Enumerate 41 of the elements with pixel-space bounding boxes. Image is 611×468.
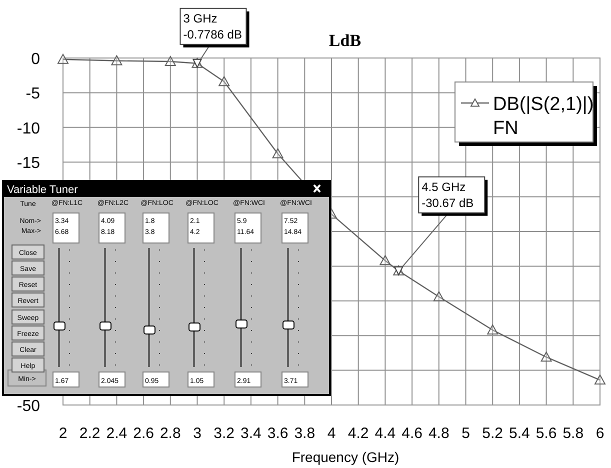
x-tick-label: 4.2 [348, 425, 369, 442]
x-tick-label: 2 [58, 425, 68, 442]
point [594, 374, 606, 385]
annotation: 4.5 GHz -30.67 dB [422, 180, 474, 210]
x-tick-label: 2.4 [106, 425, 128, 442]
x-tick-label: 4.4 [374, 425, 396, 442]
point [272, 148, 284, 158]
x-tick-label: 5 [462, 425, 470, 442]
x-tick-label: 5.8 [562, 425, 584, 442]
y-tick-label: -15 [16, 155, 40, 172]
x-tick-label: 5.4 [509, 425, 530, 442]
x-tick-label: 2.2 [79, 425, 100, 442]
x-tick-label: 3.6 [267, 425, 288, 442]
point [433, 291, 444, 302]
x-tick-label: 3 [193, 425, 202, 442]
x-tick-label: 4.8 [428, 425, 450, 442]
x-tick-label: 6 [596, 425, 604, 442]
x-axis-title: Frequency (GHz) [292, 449, 400, 465]
y-tick-label: 0 [31, 51, 40, 68]
point [540, 352, 552, 362]
x-tick-label: 3.8 [294, 425, 316, 442]
y-tick-label: -50 [16, 398, 40, 415]
x-tick-label: 4 [327, 425, 336, 442]
y-tick-label: -10 [16, 120, 40, 138]
x-tick-label: 5.6 [536, 425, 557, 442]
y-tick-label: -5 [26, 86, 40, 103]
point [380, 255, 391, 266]
x-tick-label: 2.8 [160, 425, 181, 442]
annotation: Variable Tuner [7, 184, 78, 196]
x-tick-label: 4.6 [402, 425, 422, 442]
point [111, 55, 122, 66]
legend-label: DB(|S(2,1)|) FN [493, 94, 594, 139]
x-tick-label: 2.6 [133, 425, 154, 442]
point [487, 324, 498, 335]
x-tick-label: 3.2 [214, 425, 235, 442]
x-tick-label: 3.4 [240, 425, 262, 442]
x-tick-label: 5.2 [482, 425, 504, 442]
annotation: 3 GHz -0.7786 dB [183, 11, 242, 42]
point [218, 76, 230, 86]
point [164, 56, 176, 66]
chart-title: LdB [328, 31, 362, 50]
